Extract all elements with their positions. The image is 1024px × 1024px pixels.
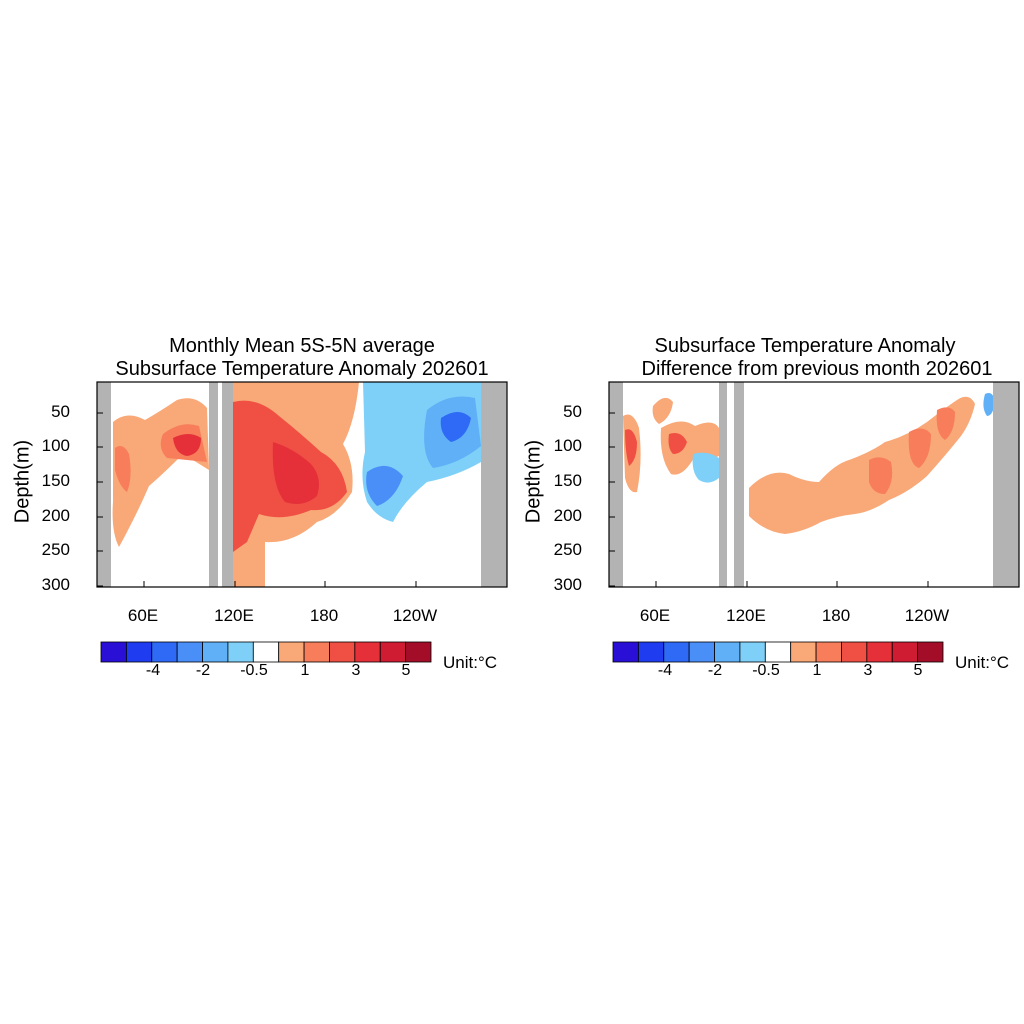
panel2-colorbar-label: 3 bbox=[863, 662, 873, 679]
colorbar-swatch bbox=[278, 641, 305, 663]
panel1-colorbar-label: 3 bbox=[351, 662, 361, 679]
panel1-xtick-label: 180 bbox=[309, 606, 339, 625]
colorbar-swatch bbox=[764, 641, 792, 663]
colorbar-swatch bbox=[405, 641, 432, 663]
panel2-xtick-label: 60E bbox=[639, 606, 671, 625]
panel2-title-line2: Difference from previous month 202601 bbox=[641, 358, 993, 380]
panel2-x-ticks bbox=[655, 581, 929, 587]
panel1-x-ticks bbox=[143, 581, 417, 587]
panel2-land-mask bbox=[609, 382, 623, 587]
panel1-title-line1: Monthly Mean 5S-5N average bbox=[169, 335, 435, 357]
panel1-y-ticks bbox=[97, 412, 103, 587]
panel1-title-line2: Subsurface Temperature Anomaly 202601 bbox=[115, 358, 489, 380]
panel2-cool-anomaly-far-east bbox=[983, 393, 995, 416]
panel1-ytick-label: 300 bbox=[41, 575, 70, 594]
panel1-ytick-label: 50 bbox=[51, 402, 70, 421]
colorbar-swatch bbox=[815, 641, 842, 663]
colorbar-swatch bbox=[841, 641, 868, 663]
panel2-ytick-label: 200 bbox=[553, 506, 582, 525]
panel1-colorbar-unit: Unit:°C bbox=[443, 653, 498, 672]
colorbar-swatch bbox=[151, 641, 178, 663]
panel2-warm-anomaly-indian bbox=[652, 397, 673, 424]
panel2-colorbar-label: 1 bbox=[812, 662, 822, 679]
colorbar-swatch bbox=[866, 641, 893, 663]
panel2-cool-anomaly-indian bbox=[692, 452, 719, 483]
panel1-land-mask bbox=[97, 382, 111, 587]
panel2-colorbar-label: 5 bbox=[913, 662, 923, 679]
panel2-land-mask bbox=[719, 382, 727, 587]
panel1-warm-anomaly-indian-west bbox=[115, 446, 131, 492]
colorbar-swatch bbox=[354, 641, 381, 663]
colorbar-swatch bbox=[714, 641, 741, 663]
panel2-warm-band-pacific-core3 bbox=[936, 407, 955, 440]
panel2-ytick-label: 250 bbox=[553, 540, 582, 559]
panel2-title-line1: Subsurface Temperature Anomaly bbox=[654, 335, 956, 357]
panel2-warm-band-pacific-core2 bbox=[908, 428, 931, 468]
panel2-land-mask bbox=[993, 382, 1019, 587]
panel2-colorbar-label: -0.5 bbox=[752, 662, 780, 679]
colorbar-swatch bbox=[688, 641, 715, 663]
colorbar-swatch bbox=[125, 641, 153, 663]
panel2-warm-anomaly-indian-east-core bbox=[668, 433, 687, 454]
colorbar-swatch bbox=[917, 641, 944, 663]
panel1-plot bbox=[96, 381, 508, 588]
panel1-cool-anomaly-east-low bbox=[366, 465, 403, 506]
panel2-ytick-label: 300 bbox=[553, 575, 582, 594]
panel1-xtick-label: 120W bbox=[392, 606, 438, 625]
panel1-colorbar bbox=[100, 641, 432, 663]
panel2-xtick-label: 120W bbox=[904, 606, 950, 625]
colorbar-swatch bbox=[202, 641, 229, 663]
colorbar-swatch bbox=[637, 641, 665, 663]
colorbar-swatch bbox=[739, 641, 766, 663]
panel2-xtick-label: 120E bbox=[726, 606, 766, 625]
panel2-colorbar-unit: Unit:°C bbox=[955, 653, 1010, 672]
panel2-ytick-label: 150 bbox=[553, 471, 582, 490]
panel1-ytick-label: 100 bbox=[41, 436, 70, 455]
panel1-warm-anomaly-pacific-core bbox=[272, 442, 319, 504]
panel1-xtick-label: 120E bbox=[214, 606, 254, 625]
panel2-plot bbox=[608, 381, 1020, 588]
panel2-land-mask bbox=[734, 382, 744, 587]
colorbar-swatch bbox=[891, 641, 919, 663]
panel2-warm-anomaly-indian-west-core bbox=[625, 429, 637, 466]
panel1-land-mask bbox=[481, 382, 507, 587]
panel2-ytick-label: 100 bbox=[553, 436, 582, 455]
panel2-colorbar bbox=[612, 641, 944, 663]
panel1-warm-anomaly-indian-peak bbox=[173, 434, 201, 456]
colorbar-swatch bbox=[379, 641, 407, 663]
panel1-ytick-label: 200 bbox=[41, 506, 70, 525]
colorbar-swatch bbox=[100, 641, 127, 663]
panel1-ytick-label: 150 bbox=[41, 471, 70, 490]
panel1-colorbar-label: 5 bbox=[401, 662, 411, 679]
panel2-xtick-label: 180 bbox=[821, 606, 851, 625]
colorbar-swatch bbox=[303, 641, 330, 663]
colorbar-swatch bbox=[663, 641, 690, 663]
colorbar-swatch bbox=[329, 641, 356, 663]
colorbar-swatch bbox=[252, 641, 280, 663]
panel1-ytick-label: 250 bbox=[41, 540, 70, 559]
colorbar-swatch bbox=[612, 641, 639, 663]
panel1-land-mask bbox=[222, 382, 233, 587]
colorbar-swatch bbox=[176, 641, 203, 663]
panel1-colorbar-label: -2 bbox=[195, 662, 211, 679]
colorbar-swatch bbox=[227, 641, 254, 663]
panel2-colorbar-label: -2 bbox=[707, 662, 723, 679]
colorbar-swatch bbox=[790, 641, 817, 663]
panel2-colorbar-label: -4 bbox=[657, 662, 673, 679]
panel1-colorbar-label: -4 bbox=[145, 662, 161, 679]
panel1-colorbar-label: -0.5 bbox=[240, 662, 268, 679]
panel2-ytick-label: 50 bbox=[563, 402, 582, 421]
panel1-colorbar-label: 1 bbox=[300, 662, 310, 679]
panel1-land-mask bbox=[209, 382, 218, 587]
panel2-warm-band-pacific-core bbox=[869, 457, 893, 494]
panel1-xtick-label: 60E bbox=[127, 606, 159, 625]
panel2-y-ticks bbox=[609, 412, 615, 587]
panel1-cool-anomaly-east-core bbox=[440, 412, 471, 442]
